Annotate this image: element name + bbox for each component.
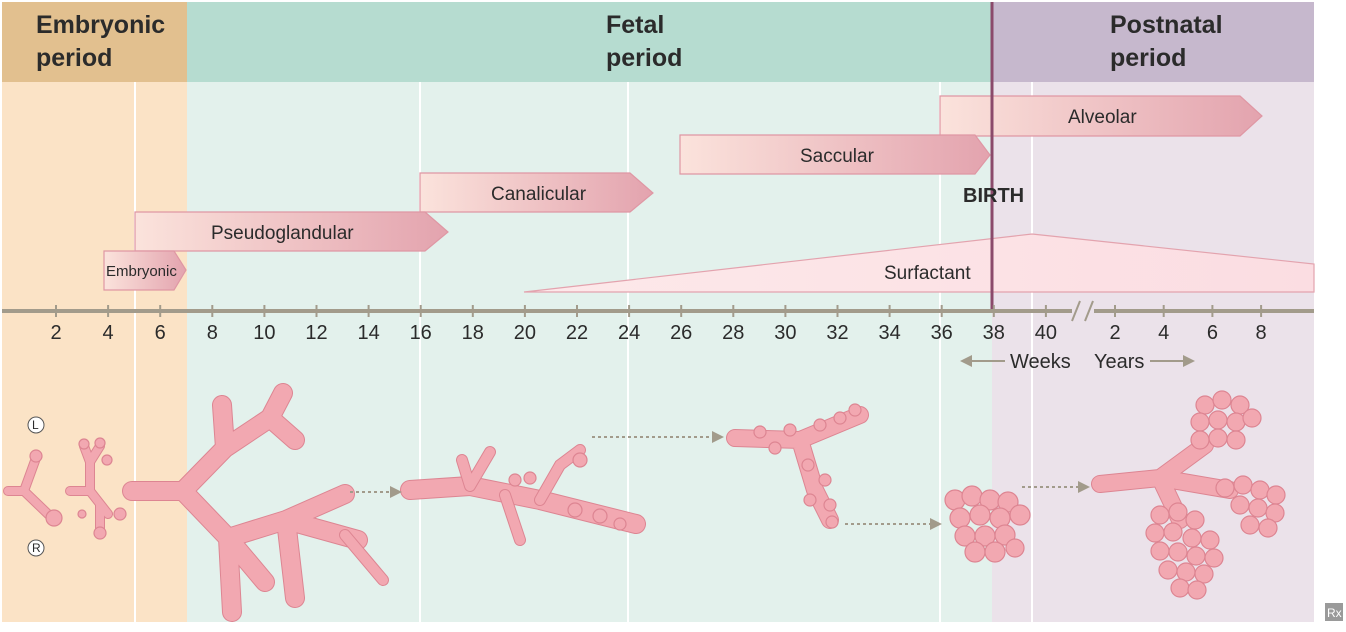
- progression-arrowhead: [712, 431, 724, 443]
- postnatal-period-title-line2: period: [1110, 44, 1186, 72]
- surfactant-shape: [523, 233, 1315, 293]
- right-lung-marker: [27, 539, 45, 557]
- progression-arrowheads: [390, 431, 1090, 530]
- postnatal-alveolar-tree: [1091, 390, 1286, 600]
- progression-arrowhead: [930, 518, 942, 530]
- left-lung-marker: [27, 416, 45, 434]
- alveolar-bar: [939, 95, 1263, 137]
- progression-arrowhead: [390, 486, 402, 498]
- pseudoglandular-label: Pseudoglandular: [211, 223, 354, 244]
- timeline-axis: 2 4 6 8 10 12 14 16 18 20 22 24 26 28 30 32 34 36 38 40 2 4 6 8: [2, 300, 1314, 344]
- saccular-label: Saccular: [800, 146, 875, 167]
- axis-tick-label-week: 26: [670, 322, 692, 344]
- fetal-period-title-line2: period: [606, 44, 682, 72]
- embryonic-stage-label: Embryonic: [106, 263, 177, 280]
- axis-tick-label-week: 12: [305, 322, 327, 344]
- pseudoglandular-airway-tree: [122, 383, 389, 622]
- axis-tick-label-week: 32: [826, 322, 848, 344]
- embryonic-period-header: [2, 2, 187, 82]
- pseudoglandular-bar: [134, 211, 449, 252]
- postnatal-period-header: [992, 2, 1314, 82]
- canalicular-bar: [419, 172, 654, 213]
- axis-break-mark: [1084, 300, 1094, 322]
- axis-tick-label-week: 6: [155, 322, 166, 344]
- axis-tick-label-week: 8: [207, 322, 218, 344]
- axis-tick-label-week: 38: [983, 322, 1005, 344]
- embryonic-period-title-line1: Embryonic: [36, 11, 165, 39]
- axis-tick-label-week: 28: [722, 322, 744, 344]
- surfactant-label: Surfactant: [884, 263, 971, 284]
- axis-tick-label-week: 34: [878, 322, 900, 344]
- weeks-label: Weeks: [1010, 351, 1071, 373]
- tick-marks: [55, 305, 1263, 317]
- stage-bars: Alveolar Saccular Canalicular Pseudoglan…: [103, 95, 1263, 291]
- progression-arrows: [350, 436, 1080, 525]
- embryonic-period-title-line2: period: [36, 44, 112, 72]
- axis-tick-label-week: 24: [618, 322, 640, 344]
- axis-tick-label-year: 2: [1109, 322, 1120, 344]
- axis-break-mark: [1071, 300, 1081, 322]
- units-indicator: Weeks Years: [960, 351, 1195, 373]
- canalicular-bronchiole: [400, 444, 646, 546]
- axis-break: [1071, 300, 1094, 322]
- axis-tick-label-week: 30: [774, 322, 796, 344]
- axis-tick-label-week: 10: [253, 322, 275, 344]
- fetal-period-title-line1: Fetal: [606, 11, 664, 39]
- birth-label: BIRTH: [963, 185, 1024, 207]
- fetal-period-header: [187, 2, 992, 82]
- alveolar-cluster-at-birth: [944, 485, 1031, 563]
- right-lung-label: R: [32, 541, 41, 555]
- axis-tick-label-year: 4: [1158, 322, 1169, 344]
- axis-tick-label-week: 40: [1035, 322, 1057, 344]
- embryonic-lung-bud-early: [3, 449, 63, 527]
- axis-tick-label-year: 6: [1207, 322, 1218, 344]
- postnatal-period-title-line1: Postnatal: [1110, 11, 1223, 39]
- axis-tick-label-year: 8: [1256, 322, 1267, 344]
- lung-illustrations: [3, 383, 1286, 622]
- weeks-arrowhead: [960, 355, 972, 367]
- alveolar-label: Alveolar: [1068, 107, 1137, 128]
- saccular-branches: [726, 403, 869, 529]
- period-headers: Embryonic period Fetal period Postnatal …: [2, 2, 1314, 82]
- axis-tick-label-week: 20: [514, 322, 536, 344]
- canalicular-label: Canalicular: [491, 184, 587, 205]
- axis-tick-label-week: 16: [410, 322, 432, 344]
- axis-tick-label-week: 36: [931, 322, 953, 344]
- saccular-bar: [679, 134, 991, 175]
- corner-mark-bg: [1325, 603, 1343, 621]
- years-arrowhead: [1183, 355, 1195, 367]
- embryonic-period-bg: [2, 82, 187, 622]
- embryonic-lung-bud-late: [65, 437, 127, 540]
- left-lung-label: L: [32, 418, 39, 432]
- axis-tick-label-week: 14: [357, 322, 379, 344]
- progression-arrowhead: [1078, 481, 1090, 493]
- axis-tick-label-week: 18: [462, 322, 484, 344]
- tick-labels: 2 4 6 8 10 12 14 16 18 20 22 24 26 28 30 32 34 36 38 40 2 4 6 8: [50, 322, 1266, 344]
- axis-tick-label-week: 22: [566, 322, 588, 344]
- axis-tick-label-week: 2: [50, 322, 61, 344]
- axis-tick-label-week: 4: [103, 322, 114, 344]
- corner-mark: Rx: [1327, 606, 1342, 620]
- side-markers: L R: [27, 416, 45, 557]
- embryonic-bar: [103, 250, 187, 291]
- years-label: Years: [1094, 351, 1144, 373]
